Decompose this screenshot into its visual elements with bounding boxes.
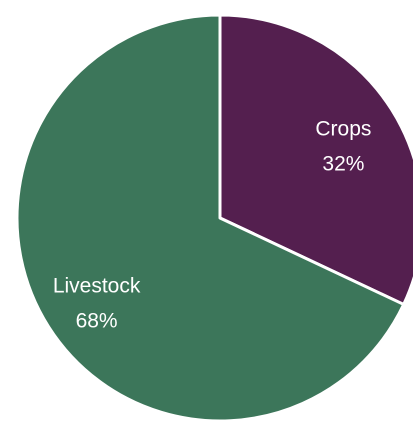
pie-slices	[15, 13, 413, 422]
slice-label-crops: Crops	[315, 118, 371, 141]
slice-value-crops: 32%	[322, 153, 364, 176]
pie-slice-crops	[218, 13, 413, 306]
pie-slice-livestock	[15, 13, 406, 422]
slice-label-livestock: Livestock	[53, 274, 141, 297]
pie-labels: Crops 32% Livestock 68%	[53, 118, 372, 333]
slice-value-livestock: 68%	[76, 309, 118, 332]
